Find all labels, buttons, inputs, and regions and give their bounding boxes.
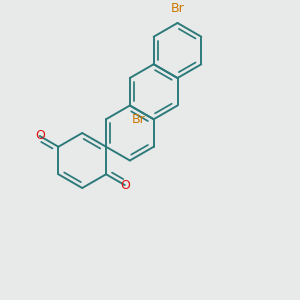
Text: Br: Br	[132, 113, 146, 126]
Text: O: O	[35, 130, 45, 142]
Text: O: O	[120, 178, 130, 192]
Text: Br: Br	[171, 2, 184, 15]
